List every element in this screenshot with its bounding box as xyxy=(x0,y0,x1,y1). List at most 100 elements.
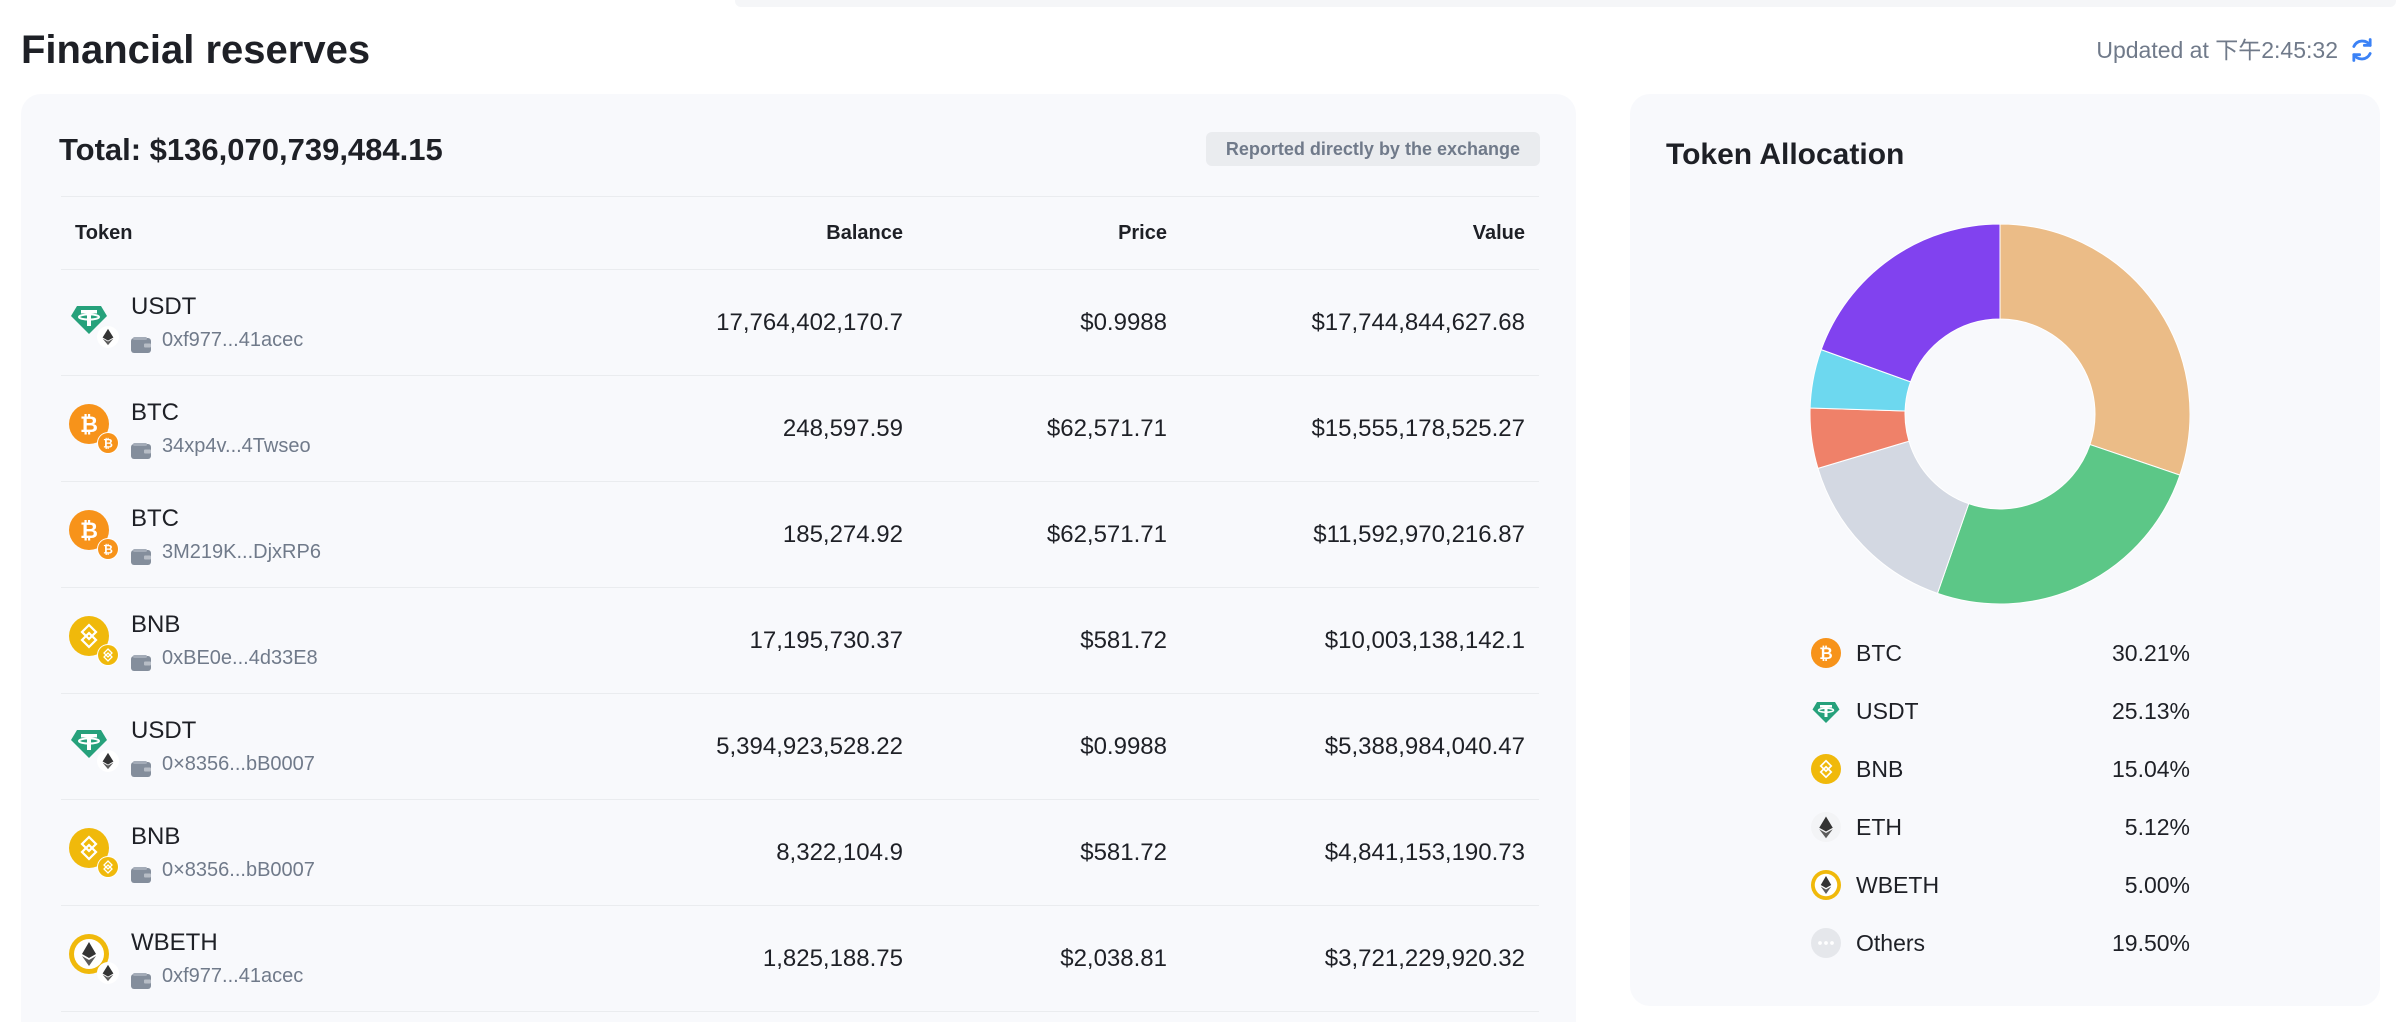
allocation-donut-chart xyxy=(1810,224,2190,604)
wallet-address-text: 34xp4v...4Twseo xyxy=(162,434,311,457)
token-cell: BNB 0xBE0e...4d33E8 xyxy=(61,587,649,694)
donut-slice-others[interactable] xyxy=(1820,224,2001,383)
eth-icon xyxy=(1810,811,1842,843)
usdt-icon xyxy=(69,722,119,772)
wallet-address[interactable]: 0xBE0e...4d33E8 xyxy=(131,643,318,673)
token-cell: BNB 0×8356...bB0007 xyxy=(61,799,649,906)
column-header-balance: Balance xyxy=(649,196,917,270)
top-scroll-strip xyxy=(735,0,2396,7)
wallet-icon xyxy=(131,438,151,459)
wallet-address[interactable]: 34xp4v...4Twseo xyxy=(131,431,311,461)
wallet-address-text: 0×8356...bB0007 xyxy=(162,752,315,775)
bnb-icon xyxy=(1810,753,1842,785)
price-cell: $0.9988 xyxy=(917,693,1181,800)
btc-chain-icon: ₿ xyxy=(97,537,119,560)
wallet-address-text: 0xf977...41acec xyxy=(162,964,304,987)
legend-item-wbeth: WBETH 5.00% xyxy=(1810,856,2190,914)
balance-cell: 17,764,402,170.7 xyxy=(649,269,917,376)
value-cell: $3,721,229,920.32 xyxy=(1181,905,1539,1012)
svg-text:₿: ₿ xyxy=(1819,644,1832,663)
balance-cell: 1,825,188.75 xyxy=(649,905,917,1012)
btc-chain-icon: ₿ xyxy=(97,431,119,454)
btc-icon: ₿ ₿ xyxy=(69,509,119,560)
reserves-table: Token Balance Price Value USDT 0xf977...… xyxy=(61,196,1539,1012)
token-name: WBETH xyxy=(131,928,218,956)
wbeth-icon xyxy=(1810,869,1842,901)
token-name: BTC xyxy=(131,504,179,532)
wallet-address[interactable]: 0×8356...bB0007 xyxy=(131,855,315,885)
column-header-token: Token xyxy=(61,196,649,270)
table-row: USDT 0×8356...bB0007 5,394,923,528.22 $0… xyxy=(61,693,1539,800)
wallet-icon xyxy=(131,650,151,671)
svg-text:₿: ₿ xyxy=(103,542,113,556)
token-name: BNB xyxy=(131,822,181,850)
balance-cell: 17,195,730.37 xyxy=(649,587,917,694)
token-cell: ₿ ₿ BTC 3M219K...DjxRP6 xyxy=(61,481,649,588)
value-cell: $5,388,984,040.47 xyxy=(1181,693,1539,800)
others-icon xyxy=(1810,927,1842,959)
allocation-title: Token Allocation xyxy=(1666,138,1905,171)
donut-slice-btc[interactable] xyxy=(1999,224,2190,476)
legend-token-pct: 19.50% xyxy=(2111,929,2190,956)
updated-label: Updated at 下午2:45:32 xyxy=(2096,37,2338,63)
price-cell: $0.9988 xyxy=(917,269,1181,376)
donut-slice-usdt[interactable] xyxy=(1936,443,2181,604)
legend-token-name: BNB xyxy=(1856,755,1904,782)
balance-cell: 8,322,104.9 xyxy=(649,799,917,906)
wallet-address-text: 0xBE0e...4d33E8 xyxy=(162,646,318,669)
allocation-card: Token Allocation ₿ BTC 30.21% USDT 25.13… xyxy=(1630,94,2380,1006)
legend-token-name: WBETH xyxy=(1856,871,1940,898)
bnb-chain-icon xyxy=(97,855,119,878)
eth-chain-icon xyxy=(97,325,119,348)
value-cell: $4,841,153,190.73 xyxy=(1181,799,1539,906)
bnb-icon xyxy=(69,615,119,666)
wallet-address[interactable]: 0×8356...bB0007 xyxy=(131,749,315,779)
token-cell: USDT 0×8356...bB0007 xyxy=(61,693,649,800)
wallet-icon xyxy=(131,862,151,883)
token-cell: WBETH 0xf977...41acec xyxy=(61,905,649,1012)
price-cell: $62,571.71 xyxy=(917,481,1181,588)
svg-text:₿: ₿ xyxy=(103,436,113,450)
page-title: Financial reserves xyxy=(21,28,371,72)
table-row: ₿ ₿ BTC 3M219K...DjxRP6 185,274.92 $62,5… xyxy=(61,481,1539,588)
reported-badge: Reported directly by the exchange xyxy=(1205,132,1540,166)
table-row: USDT 0xf977...41acec 17,764,402,170.7 $0… xyxy=(61,269,1539,376)
value-cell: $17,744,844,627.68 xyxy=(1181,269,1539,376)
token-cell: USDT 0xf977...41acec xyxy=(61,269,649,376)
wbeth-icon xyxy=(69,933,119,984)
bnb-chain-icon xyxy=(97,643,119,666)
balance-cell: 185,274.92 xyxy=(649,481,917,588)
eth-chain-icon xyxy=(97,961,119,984)
legend-token-name: BTC xyxy=(1856,639,1902,666)
wallet-address[interactable]: 0xf977...41acec xyxy=(131,325,303,355)
legend-token-pct: 5.12% xyxy=(2124,813,2190,840)
token-name: BNB xyxy=(131,610,181,638)
btc-icon: ₿ ₿ xyxy=(69,403,119,454)
table-row: BNB 0×8356...bB0007 8,322,104.9 $581.72 … xyxy=(61,799,1539,906)
legend-token-pct: 15.04% xyxy=(2111,755,2190,782)
value-cell: $10,003,138,142.1 xyxy=(1181,587,1539,694)
svg-text:₿: ₿ xyxy=(80,519,98,544)
reserves-card: Total: $136,070,739,484.15 Reported dire… xyxy=(21,94,1576,1022)
wallet-address[interactable]: 3M219K...DjxRP6 xyxy=(131,537,321,567)
legend-token-pct: 5.00% xyxy=(2124,871,2190,898)
legend-token-name: USDT xyxy=(1856,697,1919,724)
wallet-icon xyxy=(131,968,151,989)
table-row: BNB 0xBE0e...4d33E8 17,195,730.37 $581.7… xyxy=(61,587,1539,694)
updated-indicator: Updated at 下午2:45:32 xyxy=(2096,32,2376,68)
btc-icon: ₿ xyxy=(1810,637,1842,669)
price-cell: $581.72 xyxy=(917,587,1181,694)
token-name: USDT xyxy=(131,716,197,744)
wallet-icon xyxy=(131,544,151,565)
wallet-address-text: 0xf977...41acec xyxy=(162,328,304,351)
bnb-icon xyxy=(69,827,119,878)
value-cell: $11,592,970,216.87 xyxy=(1181,481,1539,588)
svg-text:₿: ₿ xyxy=(80,413,98,438)
token-name: USDT xyxy=(131,292,197,320)
token-name: BTC xyxy=(131,398,179,426)
table-row: ₿ ₿ BTC 34xp4v...4Twseo 248,597.59 $62,5… xyxy=(61,375,1539,482)
refresh-icon[interactable] xyxy=(2348,36,2376,64)
wallet-address[interactable]: 0xf977...41acec xyxy=(131,961,303,991)
usdt-icon xyxy=(69,298,119,348)
wallet-icon xyxy=(131,332,151,353)
